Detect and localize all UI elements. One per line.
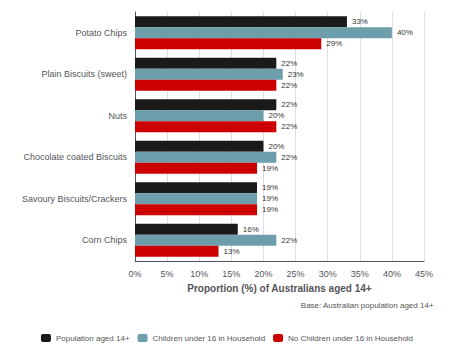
svg-text:22%: 22% <box>281 81 297 90</box>
svg-text:19%: 19% <box>262 194 278 203</box>
svg-text:5%: 5% <box>161 269 174 279</box>
svg-text:19%: 19% <box>262 183 278 192</box>
svg-text:10%: 10% <box>190 269 208 279</box>
svg-text:Population aged 14+: Population aged 14+ <box>56 334 130 343</box>
svg-text:19%: 19% <box>262 205 278 214</box>
svg-text:Nuts: Nuts <box>108 111 127 121</box>
svg-text:22%: 22% <box>281 122 297 131</box>
svg-text:20%: 20% <box>268 142 284 151</box>
svg-text:15%: 15% <box>222 269 240 279</box>
svg-text:Savoury Biscuits/Crackers: Savoury Biscuits/Crackers <box>22 194 128 204</box>
svg-text:33%: 33% <box>352 17 368 26</box>
svg-text:22%: 22% <box>281 100 297 109</box>
svg-text:22%: 22% <box>281 59 297 68</box>
svg-text:16%: 16% <box>243 225 259 234</box>
svg-text:Proportion (%) of Australians: Proportion (%) of Australians aged 14+ <box>187 283 372 294</box>
svg-text:Base: Australian population ag: Base: Australian population aged 14+ <box>301 301 434 310</box>
svg-text:0%: 0% <box>128 269 141 279</box>
svg-text:13%: 13% <box>223 247 239 256</box>
svg-text:19%: 19% <box>262 164 278 173</box>
svg-text:20%: 20% <box>254 269 272 279</box>
svg-text:23%: 23% <box>288 70 304 79</box>
svg-text:Potato Chips: Potato Chips <box>75 28 127 38</box>
svg-text:40%: 40% <box>383 269 401 279</box>
svg-text:29%: 29% <box>326 39 342 48</box>
svg-text:20%: 20% <box>268 111 284 120</box>
svg-text:35%: 35% <box>351 269 369 279</box>
svg-text:Plain Biscuits (sweet): Plain Biscuits (sweet) <box>41 69 127 79</box>
svg-text:22%: 22% <box>281 236 297 245</box>
svg-text:25%: 25% <box>287 269 305 279</box>
svg-text:Children under 16 in Household: Children under 16 in Household <box>153 334 266 343</box>
svg-text:30%: 30% <box>319 269 337 279</box>
svg-text:40%: 40% <box>397 28 413 37</box>
svg-text:45%: 45% <box>415 269 433 279</box>
svg-text:No Children under 16 in Househ: No Children under 16 in Household <box>288 334 413 343</box>
svg-text:22%: 22% <box>281 153 297 162</box>
svg-text:Corn Chips: Corn Chips <box>82 235 128 245</box>
svg-text:Chocolate coated Biscuits: Chocolate coated Biscuits <box>23 152 127 162</box>
